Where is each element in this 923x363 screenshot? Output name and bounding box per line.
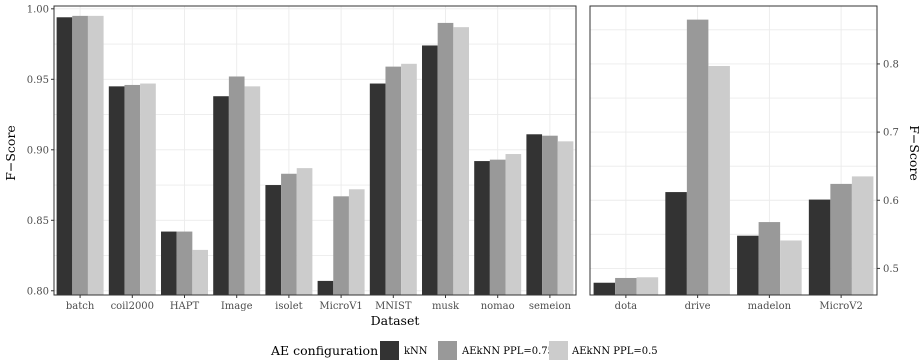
left-panel: batch coil2000 HAPT Image isolet MicroV1 MNIST… (27, 4, 577, 312)
legend-swatch-knn (380, 341, 399, 360)
bar-batch-series-1 (72, 15, 88, 296)
right-y-axis-title: F−Score (907, 125, 922, 181)
y-tick-label: 0.5 (883, 264, 899, 275)
y-tick-label: 0.90 (27, 145, 49, 156)
panel-border (53, 5, 577, 296)
bar-coil2000-series-0 (108, 86, 125, 295)
bar-nomao-series-0 (474, 161, 490, 295)
bar-MicroV1-series-0 (317, 280, 334, 295)
y-tick-label: 0.85 (27, 216, 49, 227)
bar-drive-series-0 (665, 192, 687, 295)
bar-madelon-series-2 (780, 240, 802, 295)
x-tick-label: madelon (748, 301, 792, 312)
bar-semeion-series-0 (526, 134, 543, 295)
bar-HAPT-series-2 (192, 249, 208, 295)
bar-Image-series-0 (213, 96, 229, 295)
right-panel: dota drive madelon MicroV2 0.5 0.6 0.7 0.8 (589, 5, 899, 312)
legend-label-aeknn-05: AEkNN PPL=0.5 (571, 346, 658, 357)
bar-Image-series-2 (244, 86, 261, 295)
bar-coil2000-series-2 (140, 83, 156, 295)
bar-drive-series-2 (708, 65, 730, 295)
legend-label-knn: kNN (404, 346, 428, 357)
bar-coil2000-series-1 (124, 84, 141, 295)
bar-nomao-series-2 (505, 154, 522, 295)
bar-MNIST-series-1 (385, 66, 402, 296)
x-tick-label: coil2000 (111, 301, 154, 312)
bar-nomao-series-1 (489, 159, 506, 295)
y-tick-label: 0.95 (27, 75, 49, 86)
x-tick-label: dota (615, 301, 637, 312)
bar-dota-series-2 (636, 277, 659, 295)
bar-semeion-series-2 (557, 141, 574, 295)
legend-label-aeknn-075: AEkNN PPL=0.75 (461, 346, 554, 357)
bar-isolet-series-2 (296, 168, 313, 295)
bar-dota-series-0 (593, 282, 616, 295)
bar-madelon-series-1 (758, 222, 781, 295)
bar-batch-series-2 (87, 15, 104, 296)
bar-MicroV1-series-2 (348, 189, 365, 295)
x-tick-label: nomao (481, 301, 515, 312)
bar-MNIST-series-0 (369, 83, 386, 295)
bar-MicroV2-series-1 (830, 183, 852, 295)
panel-border (589, 5, 878, 296)
x-tick-label: semeion (529, 301, 572, 312)
legend-swatch-aeknn-05 (549, 341, 568, 360)
y-tick-label: 0.8 (883, 59, 899, 70)
y-tick-label: 0.6 (883, 196, 899, 207)
bar-dota-series-1 (615, 277, 637, 295)
bar-batch-series-0 (56, 17, 73, 296)
legend: AE configuration kNN AEkNN PPL=0.75 AEkN… (270, 341, 658, 360)
y-tick-label: 0.80 (27, 286, 49, 297)
bar-drive-series-1 (686, 19, 709, 295)
x-axis-title: Dataset (371, 313, 420, 328)
bar-madelon-series-0 (737, 235, 759, 295)
x-tick-label: batch (66, 301, 95, 312)
bar-isolet-series-0 (265, 185, 282, 295)
bar-MicroV1-series-1 (333, 196, 349, 295)
x-tick-label: isolet (275, 301, 303, 312)
x-tick-label: drive (685, 301, 711, 312)
x-tick-label: MicroV1 (319, 301, 362, 312)
bar-MicroV2-series-2 (851, 176, 874, 295)
bar-Image-series-1 (228, 76, 245, 295)
bar-semeion-series-1 (542, 135, 558, 295)
bar-MNIST-series-2 (401, 63, 417, 295)
bar-musk-series-0 (422, 45, 438, 295)
x-tick-label: Image (221, 301, 253, 312)
left-y-axis-title: F−Score (3, 125, 18, 181)
y-tick-label: 0.7 (883, 128, 899, 139)
x-tick-label: MicroV2 (819, 301, 862, 312)
x-tick-label: musk (432, 301, 460, 312)
bar-HAPT-series-1 (176, 231, 193, 295)
bar-isolet-series-1 (281, 173, 297, 295)
bar-musk-series-2 (453, 27, 469, 296)
y-tick-label: 1.00 (27, 4, 49, 15)
legend-title: AE configuration (270, 343, 378, 358)
bar-HAPT-series-0 (161, 231, 177, 295)
x-tick-label: MNIST (375, 301, 412, 312)
x-tick-label: HAPT (170, 301, 200, 312)
bar-MicroV2-series-0 (808, 199, 831, 295)
legend-swatch-aeknn-075 (438, 341, 457, 360)
bar-musk-series-1 (437, 22, 454, 295)
